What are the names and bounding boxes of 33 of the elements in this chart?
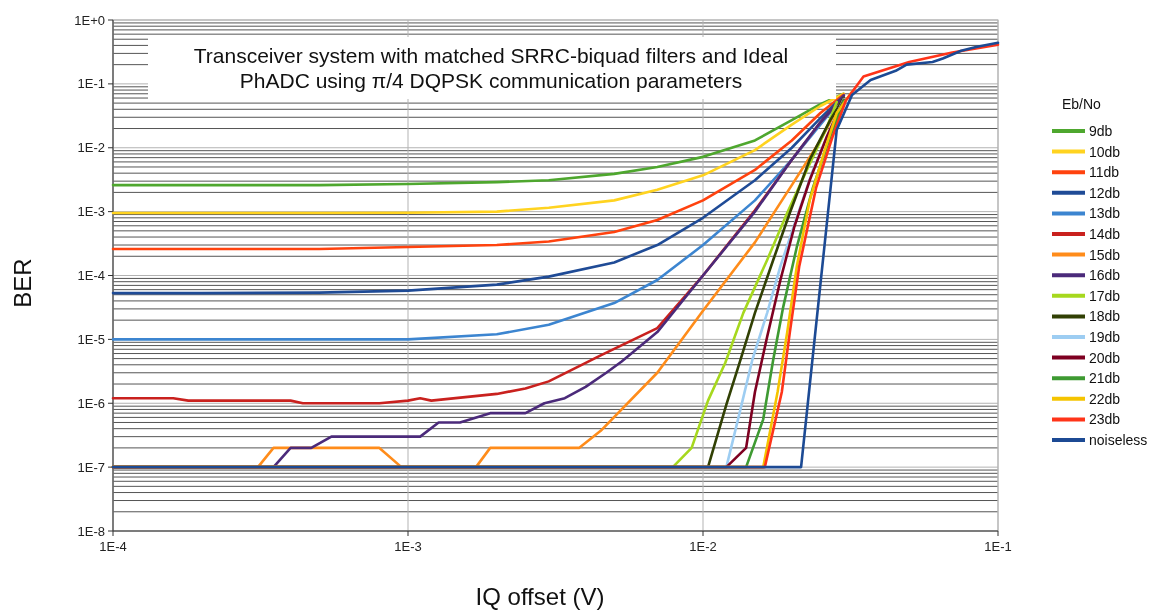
- legend-label: 14db: [1089, 225, 1121, 242]
- legend-label: 22db: [1089, 390, 1121, 407]
- legend-label: 10db: [1089, 143, 1121, 160]
- legend-label: 19db: [1089, 328, 1121, 345]
- x-axis-title: IQ offset (V): [475, 583, 605, 610]
- x-tick-label: 1E-3: [394, 539, 422, 554]
- y-tick-label: 1E-1: [77, 76, 105, 92]
- y-tick-label: 1E-4: [77, 268, 105, 284]
- legend-label: 23db: [1089, 411, 1121, 428]
- legend-label: 13db: [1089, 205, 1121, 222]
- x-tick-label: 1E-1: [984, 539, 1012, 554]
- y-tick-label: 1E+0: [74, 12, 105, 28]
- y-tick-label: 1E-5: [77, 331, 105, 347]
- y-tick-label: 1E-3: [77, 204, 105, 220]
- legend-label: 12db: [1089, 184, 1121, 201]
- legend-label: 16db: [1089, 267, 1121, 284]
- legend-label: 15db: [1089, 246, 1121, 263]
- y-tick-label: 1E-2: [77, 140, 105, 156]
- y-tick-label: 1E-8: [77, 523, 105, 539]
- x-tick-label: 1E-4: [99, 539, 127, 554]
- legend-label: 9db: [1089, 122, 1113, 139]
- legend-label: 17db: [1089, 287, 1121, 304]
- legend-label: 18db: [1089, 308, 1121, 325]
- text: Transceiver system with matched SRRC-biquad filters and Ideal PhADC using π/4 DQPSK communication parameters: [193, 44, 789, 92]
- legend-label: 11db: [1089, 164, 1120, 181]
- legend-label: 21db: [1089, 370, 1121, 387]
- legend-label: noiseless: [1089, 431, 1148, 448]
- x-tick-label: 1E-2: [689, 539, 717, 554]
- y-tick-label: 1E-7: [77, 459, 105, 475]
- legend-title: Eb/No: [1062, 96, 1102, 112]
- y-axis-title: BER: [9, 258, 36, 308]
- legend-label: 20db: [1089, 349, 1121, 366]
- y-tick-label: 1E-6: [77, 395, 105, 411]
